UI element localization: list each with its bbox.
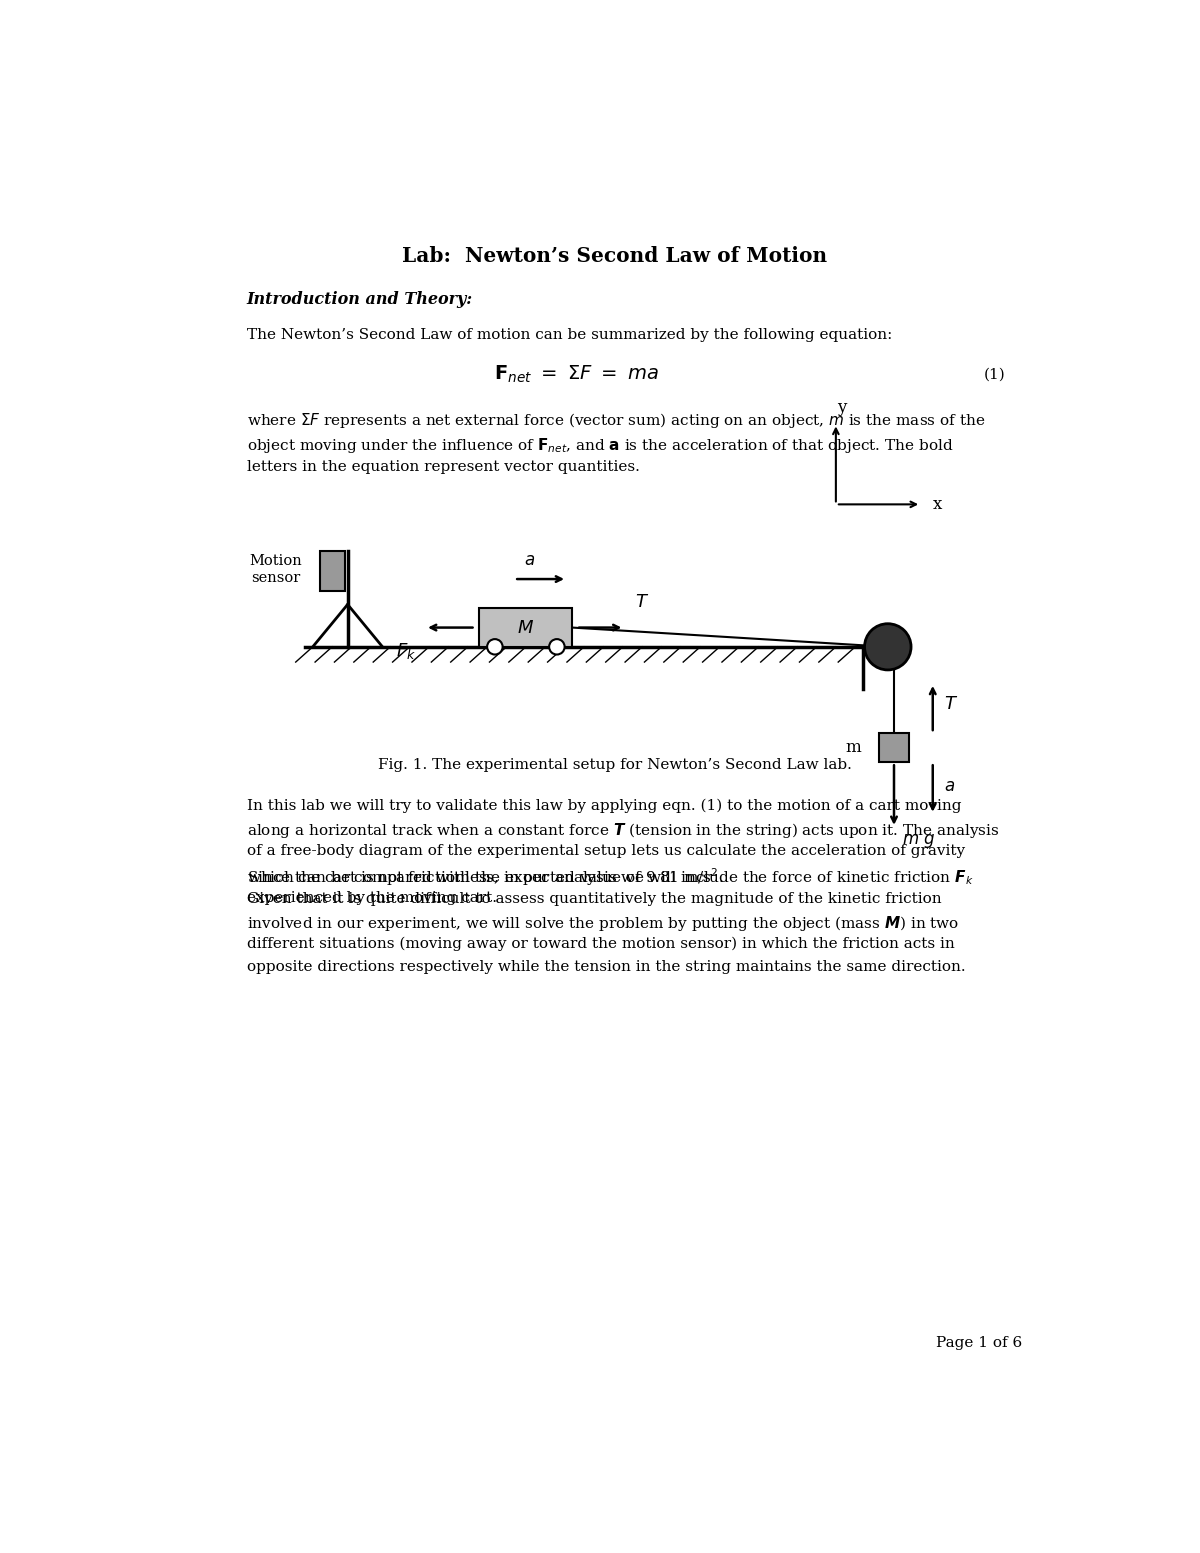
- Circle shape: [864, 624, 911, 669]
- Text: object moving under the influence of $\mathit{\mathbf{F}}_{net}$, and $\mathit{\: object moving under the influence of $\m…: [247, 436, 953, 455]
- Text: $\mathit{T}$: $\mathit{T}$: [943, 694, 958, 713]
- Circle shape: [487, 640, 503, 654]
- Text: In this lab we will try to validate this law by applying eqn. (1) to the motion : In this lab we will try to validate this…: [247, 798, 961, 812]
- Circle shape: [550, 640, 565, 654]
- Text: Motion
sensor: Motion sensor: [250, 554, 302, 584]
- Text: $\mathit{F}_k$: $\mathit{F}_k$: [396, 641, 415, 662]
- Text: different situations (moving away or toward the motion sensor) in which the fric: different situations (moving away or tow…: [247, 936, 955, 952]
- Text: y: y: [838, 399, 847, 416]
- Text: letters in the equation represent vector quantities.: letters in the equation represent vector…: [247, 461, 640, 475]
- Text: $\mathit{a}$: $\mathit{a}$: [943, 778, 955, 795]
- Text: $\mathit{M}$: $\mathit{M}$: [517, 618, 534, 637]
- Text: opposite directions respectively while the tension in the string maintains the s: opposite directions respectively while t…: [247, 960, 966, 974]
- Text: The Newton’s Second Law of motion can be summarized by the following equation:: The Newton’s Second Law of motion can be…: [247, 328, 893, 342]
- Text: x: x: [932, 495, 942, 512]
- Text: along a horizontal track when a constant force $\boldsymbol{T}$ (tension in the : along a horizontal track when a constant…: [247, 822, 1000, 840]
- Text: $\mathit{T}$: $\mathit{T}$: [635, 593, 649, 610]
- Text: Page 1 of 6: Page 1 of 6: [936, 1336, 1022, 1350]
- Text: involved in our experiment, we will solve the problem by putting the object (mas: involved in our experiment, we will solv…: [247, 915, 959, 933]
- Text: $m\ g$: $m\ g$: [901, 831, 935, 849]
- Text: Given that it is quite difficult to assess quantitatively the magnitude of the k: Given that it is quite difficult to asse…: [247, 891, 942, 905]
- Text: where $\Sigma\mathit{F}$ represents a net external force (vector sum) acting on : where $\Sigma\mathit{F}$ represents a ne…: [247, 412, 985, 430]
- Text: $\mathit{\mathbf{F}}_{net}\ =\ \Sigma F\ =\ ma$: $\mathit{\mathbf{F}}_{net}\ =\ \Sigma F\…: [494, 363, 659, 385]
- Text: which can be compared with the expected value of 9.81 m/s$^2$.: which can be compared with the expected …: [247, 867, 724, 888]
- Text: Since the cart is not frictionless, in our analysis we will include the force of: Since the cart is not frictionless, in o…: [247, 868, 973, 887]
- Text: Introduction and Theory:: Introduction and Theory:: [247, 290, 473, 307]
- Text: $\mathit{a}$: $\mathit{a}$: [524, 551, 535, 568]
- Bar: [319, 551, 344, 590]
- Text: experienced by the moving cart.: experienced by the moving cart.: [247, 890, 497, 904]
- Text: (1): (1): [984, 367, 1006, 380]
- Text: m: m: [846, 739, 862, 756]
- Text: Fig. 1. The experimental setup for Newton’s Second Law lab.: Fig. 1. The experimental setup for Newto…: [378, 758, 852, 772]
- Text: of a free-body diagram of the experimental setup lets us calculate the accelerat: of a free-body diagram of the experiment…: [247, 843, 965, 857]
- Text: Lab:  Newton’s Second Law of Motion: Lab: Newton’s Second Law of Motion: [402, 247, 828, 267]
- Bar: [880, 733, 908, 763]
- Bar: [479, 609, 572, 646]
